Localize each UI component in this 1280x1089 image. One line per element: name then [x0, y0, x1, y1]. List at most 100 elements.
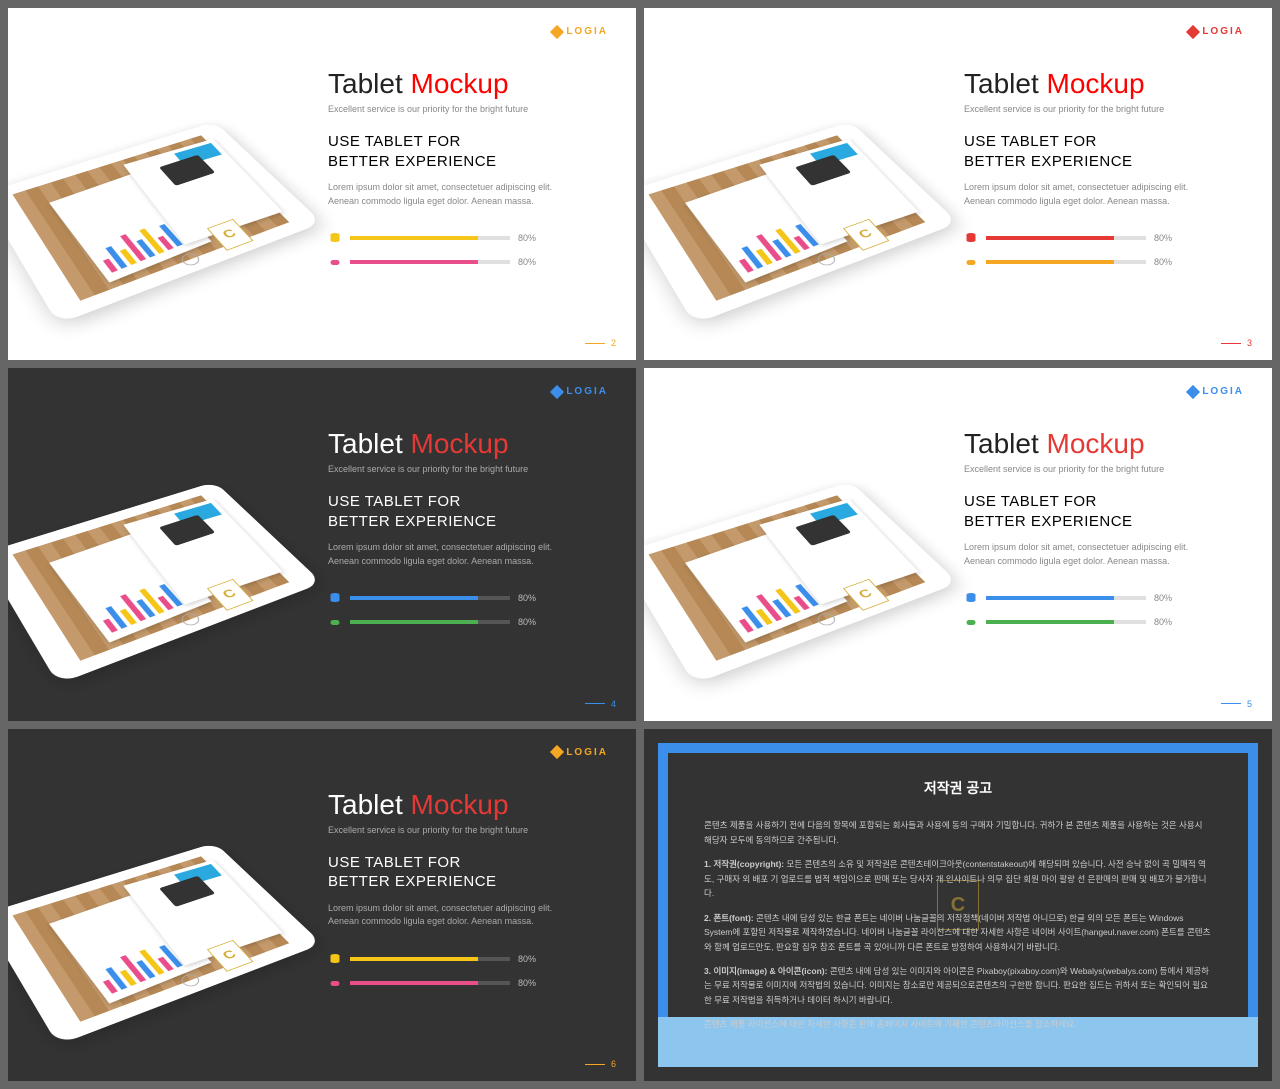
gamepad-icon: [328, 977, 342, 989]
progress-value-1: 80%: [1154, 233, 1172, 243]
slide-content: Tablet Mockup Excellent service is our p…: [328, 428, 606, 640]
slide-title: Tablet Mockup: [328, 789, 606, 821]
progress-value-2: 80%: [518, 257, 536, 267]
progress-row-1: 80%: [964, 232, 1242, 244]
database-icon: [964, 592, 978, 604]
brand-text: LOGIA: [566, 747, 608, 758]
title-part-b: Mockup: [411, 428, 509, 459]
copyright-section-2: 2. 폰트(font): 콘텐츠 내에 담성 있는 한글 폰트는 네이버 나눔글…: [704, 911, 1212, 954]
tablet-mockup: C: [8, 378, 298, 708]
slide: LOGIA C Tablet Mockup Excellent service …: [644, 368, 1272, 720]
brand-text: LOGIA: [1202, 386, 1244, 397]
subtitle: USE TABLET FOR BETTER EXPERIENCE: [328, 132, 606, 171]
gamepad-icon: [328, 616, 342, 628]
database-icon: [328, 592, 342, 604]
title-part-b: Mockup: [1047, 428, 1145, 459]
progress-row-2: 80%: [328, 616, 606, 628]
progress-row-2: 80%: [328, 256, 606, 268]
subtitle: USE TABLET FOR BETTER EXPERIENCE: [964, 492, 1242, 531]
title-part-a: Tablet: [328, 428, 403, 459]
body-text: Lorem ipsum dolor sit amet, consectetuer…: [964, 541, 1194, 568]
progress-value-2: 80%: [518, 978, 536, 988]
progress-value-2: 80%: [1154, 257, 1172, 267]
tablet-mockup: C: [644, 18, 934, 348]
brand-logo: LOGIA: [1188, 386, 1244, 397]
copyright-section-3: 3. 이미지(image) & 아이콘(icon): 콘텐츠 내에 담성 있는 …: [704, 964, 1212, 1007]
tablet-mockup: C: [8, 739, 298, 1069]
tagline: Excellent service is our priority for th…: [328, 825, 606, 835]
gamepad-icon: [964, 256, 978, 268]
brand-text: LOGIA: [1202, 26, 1244, 37]
tagline: Excellent service is our priority for th…: [328, 104, 606, 114]
progress-row-1: 80%: [964, 592, 1242, 604]
page-number: 3: [1221, 338, 1252, 348]
brand-text: LOGIA: [566, 26, 608, 37]
body-text: Lorem ipsum dolor sit amet, consectetuer…: [328, 541, 558, 568]
progress-value-1: 80%: [518, 954, 536, 964]
progress-value-1: 80%: [1154, 593, 1172, 603]
logo-icon: [550, 745, 564, 759]
slide-content: Tablet Mockup Excellent service is our p…: [328, 789, 606, 1001]
copyright-slide: C 저작권 공고 콘텐츠 제품을 사용하기 전에 다음의 항목에 포함되는 회사…: [644, 729, 1272, 1081]
progress-row-1: 80%: [328, 592, 606, 604]
page-number: 5: [1221, 699, 1252, 709]
progress-row-2: 80%: [964, 616, 1242, 628]
page-number: 6: [585, 1059, 616, 1069]
tagline: Excellent service is our priority for th…: [964, 104, 1242, 114]
database-icon: [964, 232, 978, 244]
brand-logo: LOGIA: [552, 26, 608, 37]
copyright-section-1: 1. 저작권(copyright): 모든 콘텐츠의 소유 및 저작권은 콘텐츠…: [704, 857, 1212, 900]
gamepad-icon: [328, 256, 342, 268]
page-number: 4: [585, 699, 616, 709]
slide: LOGIA C Tablet Mockup Excellent service …: [644, 8, 1272, 360]
progress-row-2: 80%: [964, 256, 1242, 268]
body-text: Lorem ipsum dolor sit amet, consectetuer…: [328, 181, 558, 208]
progress-value-2: 80%: [518, 617, 536, 627]
slide-title: Tablet Mockup: [964, 428, 1242, 460]
progress-row-1: 80%: [328, 953, 606, 965]
tablet-mockup: C: [644, 378, 934, 708]
progress-row-1: 80%: [328, 232, 606, 244]
slide-title: Tablet Mockup: [328, 68, 606, 100]
subtitle: USE TABLET FOR BETTER EXPERIENCE: [328, 492, 606, 531]
logo-icon: [1186, 385, 1200, 399]
title-part-b: Mockup: [411, 789, 509, 820]
logo-icon: [550, 385, 564, 399]
page-number: 2: [585, 338, 616, 348]
tablet-mockup: C: [8, 18, 298, 348]
slide-content: Tablet Mockup Excellent service is our p…: [964, 68, 1242, 280]
body-text: Lorem ipsum dolor sit amet, consectetuer…: [328, 902, 558, 929]
title-part-b: Mockup: [411, 68, 509, 99]
slide-grid: LOGIA C Tablet Mockup Excellent service …: [8, 8, 1272, 1081]
title-part-a: Tablet: [964, 68, 1039, 99]
tagline: Excellent service is our priority for th…: [964, 464, 1242, 474]
copyright-intro: 콘텐츠 제품을 사용하기 전에 다음의 항목에 포함되는 회사들과 사용에 동의…: [704, 818, 1212, 847]
progress-value-1: 80%: [518, 593, 536, 603]
subtitle: USE TABLET FOR BETTER EXPERIENCE: [328, 853, 606, 892]
slide-content: Tablet Mockup Excellent service is our p…: [964, 428, 1242, 640]
brand-logo: LOGIA: [552, 386, 608, 397]
copyright-end: 콘텐츠 제품 라이선스에 대한 자세한 사항은 판매 홈페이지 사이트에 기재한…: [704, 1017, 1212, 1031]
database-icon: [328, 953, 342, 965]
progress-row-2: 80%: [328, 977, 606, 989]
slide: LOGIA C Tablet Mockup Excellent service …: [8, 729, 636, 1081]
tagline: Excellent service is our priority for th…: [328, 464, 606, 474]
slide: LOGIA C Tablet Mockup Excellent service …: [8, 8, 636, 360]
slide-title: Tablet Mockup: [328, 428, 606, 460]
title-part-a: Tablet: [328, 789, 403, 820]
subtitle: USE TABLET FOR BETTER EXPERIENCE: [964, 132, 1242, 171]
brand-logo: LOGIA: [552, 747, 608, 758]
brand-logo: LOGIA: [1188, 26, 1244, 37]
progress-value-2: 80%: [1154, 617, 1172, 627]
slide-title: Tablet Mockup: [964, 68, 1242, 100]
brand-text: LOGIA: [566, 386, 608, 397]
progress-value-1: 80%: [518, 233, 536, 243]
body-text: Lorem ipsum dolor sit amet, consectetuer…: [964, 181, 1194, 208]
logo-icon: [1186, 24, 1200, 38]
logo-icon: [550, 24, 564, 38]
database-icon: [328, 232, 342, 244]
copyright-title: 저작권 공고: [704, 777, 1212, 801]
gamepad-icon: [964, 616, 978, 628]
title-part-a: Tablet: [964, 428, 1039, 459]
slide: LOGIA C Tablet Mockup Excellent service …: [8, 368, 636, 720]
